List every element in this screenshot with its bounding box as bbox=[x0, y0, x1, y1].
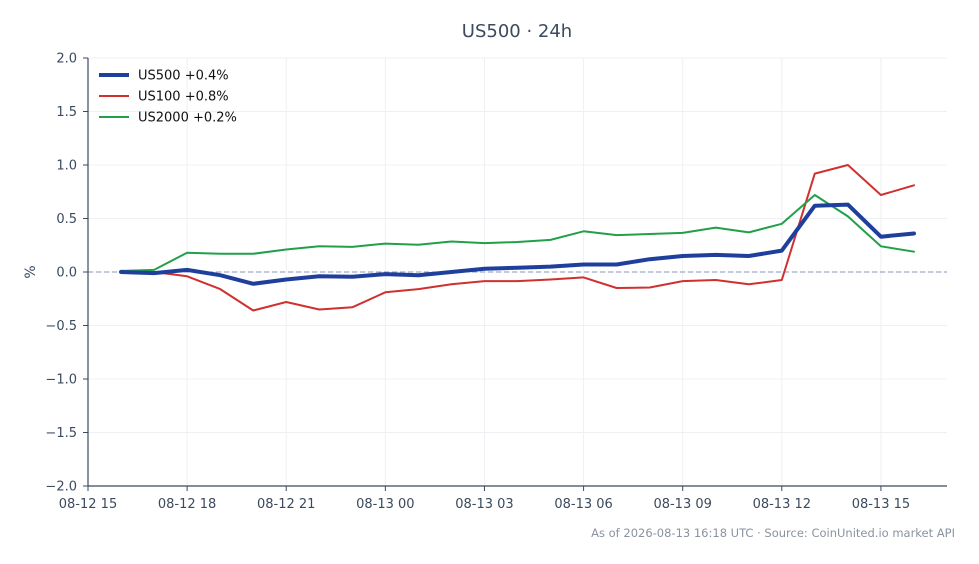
source-footer: As of 2026-08-13 16:18 UTC · Source: Coi… bbox=[591, 526, 955, 540]
y-tick-label: 2.0 bbox=[56, 52, 77, 67]
legend: US500 +0.4% US100 +0.8% US2000 +0.2% bbox=[99, 69, 237, 126]
y-tick-label: −0.5 bbox=[45, 319, 77, 334]
axes: 2.0 1.5 1.0 0.5 0.0 −0.5 −1.0 −1.5 −2.0 08-12 15 0… bbox=[45, 52, 947, 512]
x-tick-label: 08-13 12 bbox=[753, 497, 811, 512]
x-tick-label: 08-12 15 bbox=[59, 497, 117, 512]
x-tick-label: 08-13 00 bbox=[356, 497, 414, 512]
x-tick-label: 08-13 03 bbox=[455, 497, 513, 512]
chart-title: US500 · 24h bbox=[462, 21, 572, 42]
legend-entry: US500 +0.4% bbox=[138, 69, 229, 84]
series-line-us100 bbox=[120, 164, 915, 312]
y-tick-label: 1.5 bbox=[56, 105, 77, 120]
y-tick-label: −1.0 bbox=[45, 373, 77, 388]
y-axis-label: % bbox=[23, 265, 39, 278]
legend-entry: US100 +0.8% bbox=[138, 90, 229, 105]
x-tick-label: 08-13 09 bbox=[653, 497, 711, 512]
series-line-us2000 bbox=[120, 194, 915, 272]
y-tick-label: 1.0 bbox=[56, 159, 77, 174]
x-tick-label: 08-12 18 bbox=[158, 497, 216, 512]
series-lines bbox=[119, 164, 916, 312]
legend-entry: US2000 +0.2% bbox=[138, 111, 237, 126]
y-tick-label: −2.0 bbox=[45, 480, 77, 495]
x-tick-label: 08-13 15 bbox=[852, 497, 910, 512]
x-tick-label: 08-12 21 bbox=[257, 497, 315, 512]
y-tick-label: −1.5 bbox=[45, 426, 77, 441]
series-line-us500 bbox=[119, 202, 916, 286]
y-tick-label: 0.5 bbox=[56, 212, 77, 227]
y-tick-label: 0.0 bbox=[56, 266, 77, 281]
x-tick-label: 08-13 06 bbox=[554, 497, 612, 512]
